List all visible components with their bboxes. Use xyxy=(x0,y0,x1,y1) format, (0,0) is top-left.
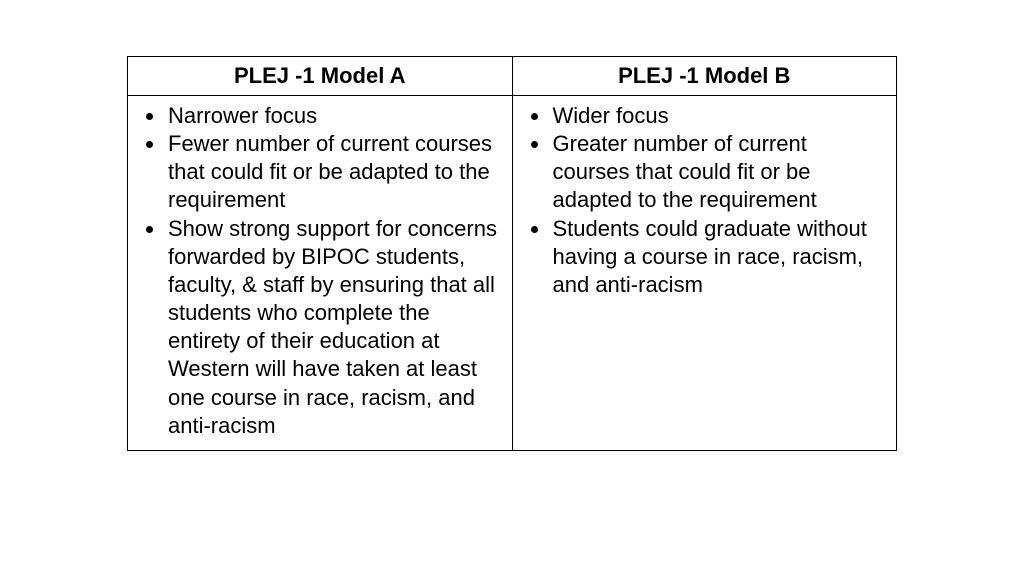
column-header-model-a: PLEJ -1 Model A xyxy=(128,57,513,96)
list-item: Wider focus xyxy=(551,102,887,130)
table-header-row: PLEJ -1 Model A PLEJ -1 Model B xyxy=(128,57,897,96)
comparison-table: PLEJ -1 Model A PLEJ -1 Model B Narrower… xyxy=(127,56,897,451)
cell-model-a: Narrower focus Fewer number of current c… xyxy=(128,96,513,451)
bullet-list-model-b: Wider focus Greater number of current co… xyxy=(523,102,887,299)
list-item: Fewer number of current courses that cou… xyxy=(166,130,502,214)
list-item: Greater number of current courses that c… xyxy=(551,130,887,214)
list-item: Students could graduate without having a… xyxy=(551,215,887,299)
comparison-table-container: PLEJ -1 Model A PLEJ -1 Model B Narrower… xyxy=(127,56,897,451)
list-item: Narrower focus xyxy=(166,102,502,130)
list-item: Show strong support for concerns forward… xyxy=(166,215,502,440)
column-header-model-b: PLEJ -1 Model B xyxy=(512,57,897,96)
cell-model-b: Wider focus Greater number of current co… xyxy=(512,96,897,451)
table-row: Narrower focus Fewer number of current c… xyxy=(128,96,897,451)
bullet-list-model-a: Narrower focus Fewer number of current c… xyxy=(138,102,502,440)
